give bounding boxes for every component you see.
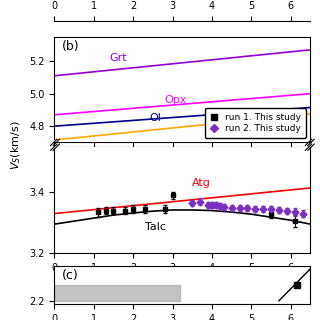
Text: Cpx: Cpx [216,120,237,130]
Text: $V_S$(km/s): $V_S$(km/s) [9,120,23,170]
X-axis label: Pressure (GPa): Pressure (GPa) [141,275,223,285]
Legend: run 1. This study, run 2. This study: run 1. This study, run 2. This study [204,108,306,138]
Text: (c): (c) [62,269,79,282]
Text: (b): (b) [62,40,80,53]
Text: Ol: Ol [149,113,161,123]
Text: Opx: Opx [165,95,187,105]
Text: Atg: Atg [192,179,211,188]
Text: Grt: Grt [109,53,127,63]
Text: Talc: Talc [145,222,166,232]
